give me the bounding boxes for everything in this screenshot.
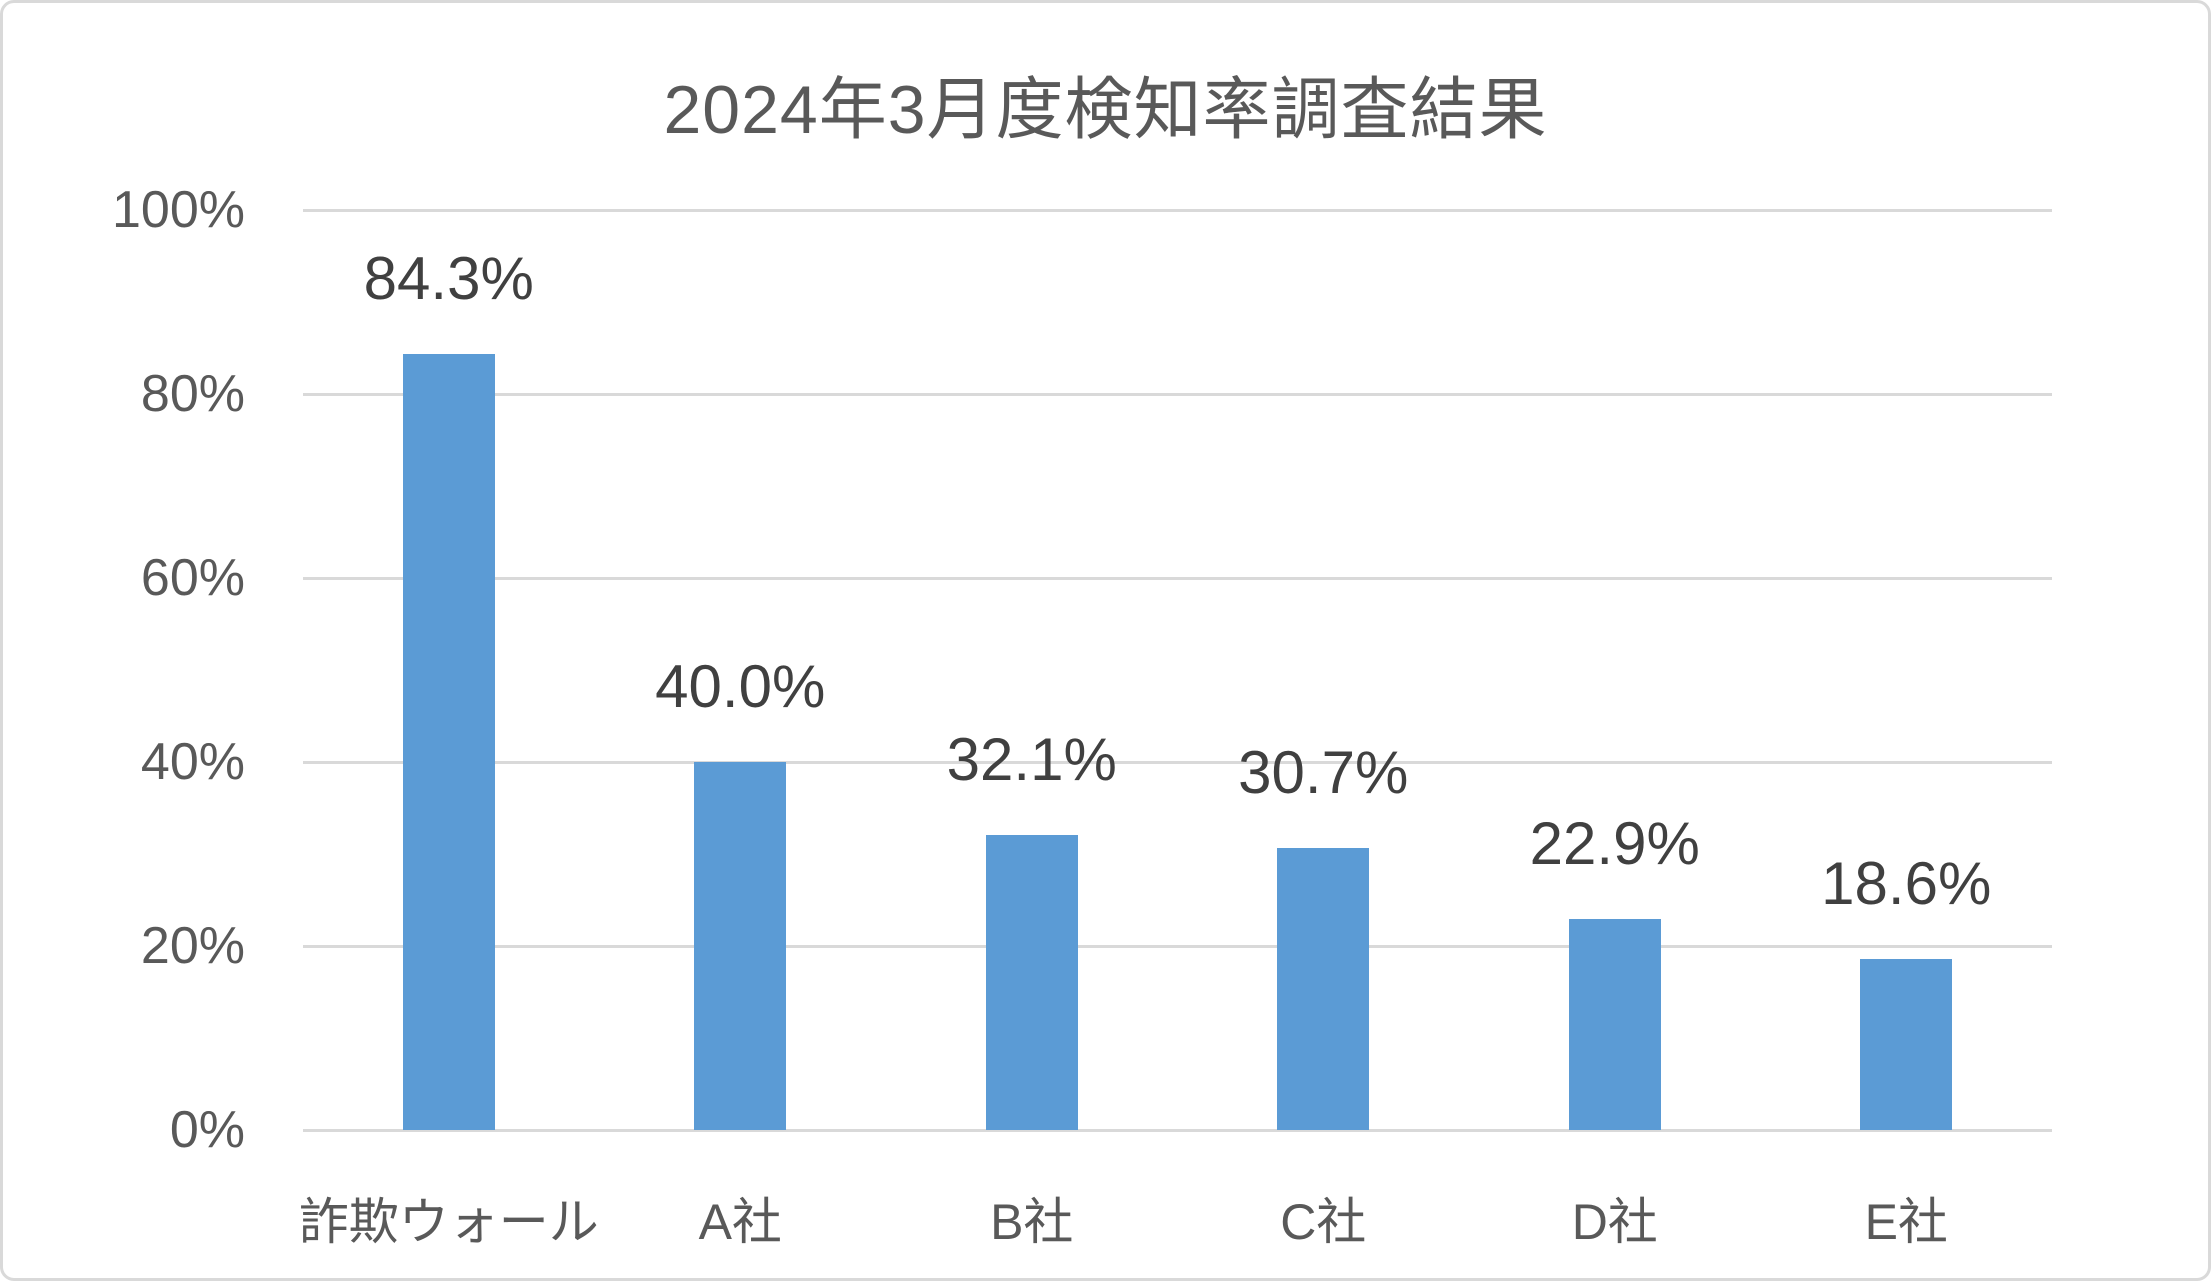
data-label: 30.7%: [1238, 738, 1409, 806]
bar-C社: [1277, 847, 1370, 1130]
chart-title: 2024年3月度検知率調査結果: [663, 72, 1548, 148]
gridline-40pct: [303, 760, 2052, 764]
gridline-100pct: [303, 208, 2052, 212]
y-tick-label: 0%: [169, 1101, 245, 1159]
y-tick-label: 80%: [140, 365, 245, 423]
data-label: 84.3%: [363, 245, 534, 313]
y-tick-label: 60%: [140, 549, 245, 607]
category-label: 詐欺ウォール: [298, 1194, 599, 1250]
gridline-20pct: [303, 944, 2052, 948]
gridline-60pct: [303, 576, 2052, 580]
bar-A社: [694, 762, 787, 1130]
category-label: D社: [1571, 1194, 1658, 1250]
bar-B社: [985, 834, 1078, 1130]
data-label: 32.1%: [946, 725, 1117, 793]
y-tick-label: 20%: [140, 917, 245, 975]
bar-E社: [1860, 958, 1953, 1130]
category-label: E社: [1864, 1194, 1948, 1250]
category-label: A社: [698, 1194, 782, 1250]
bar-詐欺ウォール: [402, 354, 495, 1130]
data-label: 22.9%: [1529, 810, 1700, 878]
category-label: B社: [990, 1194, 1074, 1250]
y-tick-label: 40%: [140, 733, 245, 791]
data-label: 18.6%: [1821, 849, 1992, 917]
plot-area: [303, 208, 2052, 1132]
bar-D社: [1568, 919, 1661, 1130]
gridline-0pct: [303, 1128, 2052, 1132]
category-label: C社: [1280, 1194, 1367, 1250]
gridline-80pct: [303, 392, 2052, 396]
y-tick-label: 100%: [112, 181, 245, 239]
data-label: 40.0%: [655, 653, 826, 720]
